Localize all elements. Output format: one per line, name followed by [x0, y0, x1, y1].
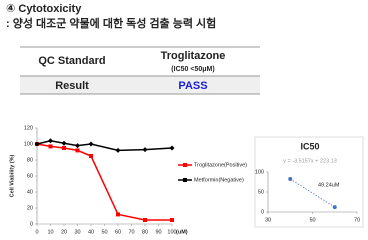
x-tick-label: 20	[61, 229, 67, 235]
x-tick-label: 30	[265, 217, 271, 223]
point	[61, 140, 67, 146]
series-line	[36, 140, 173, 152]
x-tick-label: 30	[74, 229, 80, 235]
x-tick-label: 80	[142, 229, 148, 235]
x-tick-label: 50	[101, 229, 107, 235]
point	[48, 144, 53, 149]
point	[75, 148, 80, 153]
point	[170, 218, 174, 222]
x-tick-label: 50	[309, 217, 315, 223]
chart-title: IC50	[300, 141, 319, 151]
y-tick-label: 100	[24, 141, 33, 147]
y-tick-label: 60	[27, 173, 33, 179]
table-cell: PASS	[178, 80, 207, 92]
y-tick-label: 0	[261, 209, 264, 215]
point	[142, 147, 148, 153]
x-tick-label: 100	[167, 229, 176, 235]
table-cell: (IC50 <50μM)	[171, 66, 214, 73]
table-cell: Result	[55, 80, 89, 92]
point	[48, 138, 53, 144]
series-line	[36, 143, 172, 221]
legend-label: Metformin(Negative)	[194, 177, 244, 183]
point	[332, 205, 337, 210]
x-tick-label: 70	[128, 229, 134, 235]
x-unit: (uM)	[176, 229, 188, 235]
point	[34, 141, 40, 147]
legend-marker	[183, 163, 187, 167]
ic50-frame	[254, 136, 364, 228]
result-row-bg	[20, 76, 260, 94]
y-tick-label: 0	[30, 221, 33, 227]
point	[116, 212, 120, 217]
x-tick-label: 40	[88, 229, 94, 235]
point	[62, 146, 66, 150]
y-tick-label: 120	[24, 125, 33, 131]
x-tick-label: 60	[115, 229, 121, 235]
point	[88, 141, 94, 147]
subtitle: : 양성 대조군 약물에 대한 독성 검출 능력 시험	[6, 16, 216, 30]
y-tick-label: 80	[27, 157, 33, 163]
point	[288, 177, 293, 181]
table-cell: Troglitazone	[161, 50, 226, 62]
legend-marker	[183, 178, 187, 182]
y-axis-label: Cell Viability (%)	[9, 154, 15, 197]
point	[143, 218, 147, 222]
point	[115, 147, 121, 153]
y-tick-label: 50	[258, 189, 264, 195]
y-tick-label: 20	[27, 205, 33, 211]
legend-label: Troglitazone(Positive)	[194, 162, 247, 168]
y-tick-label: 100	[255, 169, 264, 175]
point	[75, 143, 80, 149]
point	[169, 145, 175, 151]
point	[89, 154, 93, 158]
x-tick-label: 70	[354, 217, 360, 223]
x-tick-label: 90	[155, 229, 161, 235]
y-tick-label: 40	[27, 189, 33, 195]
title: ④ Cytotoxicity	[6, 3, 82, 15]
x-tick-label: 0	[35, 229, 38, 235]
x-tick-label: 10	[47, 229, 53, 235]
table-cell: QC Standard	[38, 55, 105, 67]
annotation: 49.24uM	[318, 182, 340, 188]
equation: y = -3.5157x + 223.13	[283, 158, 337, 164]
